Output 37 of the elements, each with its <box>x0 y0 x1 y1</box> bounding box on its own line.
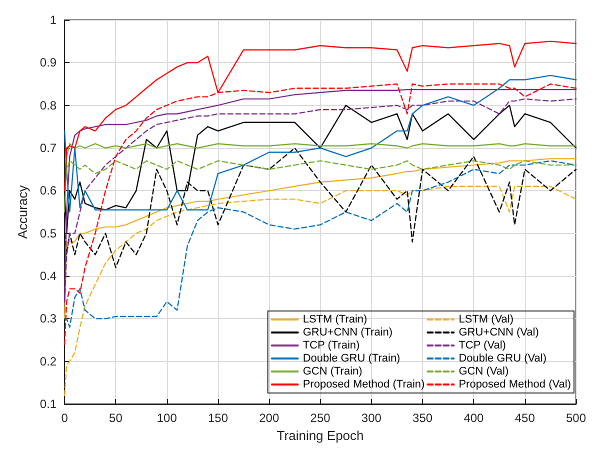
x-tick-label: 50 <box>109 411 123 425</box>
x-tick-label: 400 <box>464 411 484 425</box>
x-tick-label: 300 <box>361 411 382 425</box>
x-tick-label: 0 <box>61 411 68 425</box>
y-tick-label: 0.5 <box>40 226 57 240</box>
x-tick-label: 200 <box>259 411 280 425</box>
y-tick-label: 0.4 <box>40 269 57 283</box>
legend-label: Proposed Method (Train) <box>302 378 425 390</box>
x-axis-title: Training Epoch <box>276 428 364 443</box>
legend-label: Double GRU (Val) <box>458 352 547 364</box>
legend-label: LSTM (Train) <box>302 314 368 326</box>
legend-label: LSTM (Val) <box>458 314 514 326</box>
legend-label: GCN (Val) <box>458 366 509 378</box>
legend-label: Proposed Method (Val) <box>458 378 572 390</box>
y-tick-label: 1 <box>50 13 57 27</box>
x-tick-label: 350 <box>412 411 433 425</box>
y-tick-label: 0.9 <box>40 56 57 70</box>
line-series <box>64 186 577 396</box>
line-series <box>64 143 577 213</box>
legend-label: GRU+CNN (Val) <box>458 326 539 338</box>
x-tick-label: 450 <box>514 411 536 425</box>
x-tick-label: 100 <box>156 411 178 425</box>
x-tick-label: 500 <box>566 411 586 425</box>
legend-label: GCN (Train) <box>302 366 362 378</box>
y-axis-title: Accuracy <box>15 184 30 239</box>
y-tick-label: 0.3 <box>40 312 57 326</box>
x-tick-label: 250 <box>310 411 331 425</box>
y-tick-label: 0.6 <box>40 184 57 198</box>
legend-label: GRU+CNN (Train) <box>302 326 393 338</box>
x-tick-label: 150 <box>208 411 228 425</box>
y-tick-label: 0.1 <box>40 397 57 411</box>
legend-label: TCP (Val) <box>458 340 506 352</box>
y-tick-label: 0.8 <box>40 98 57 112</box>
legend-label: Double GRU (Train) <box>302 352 400 364</box>
legend-label: TCP (Train) <box>302 340 360 352</box>
y-tick-label: 0.2 <box>40 354 57 368</box>
y-tick-label: 0.7 <box>40 141 57 155</box>
